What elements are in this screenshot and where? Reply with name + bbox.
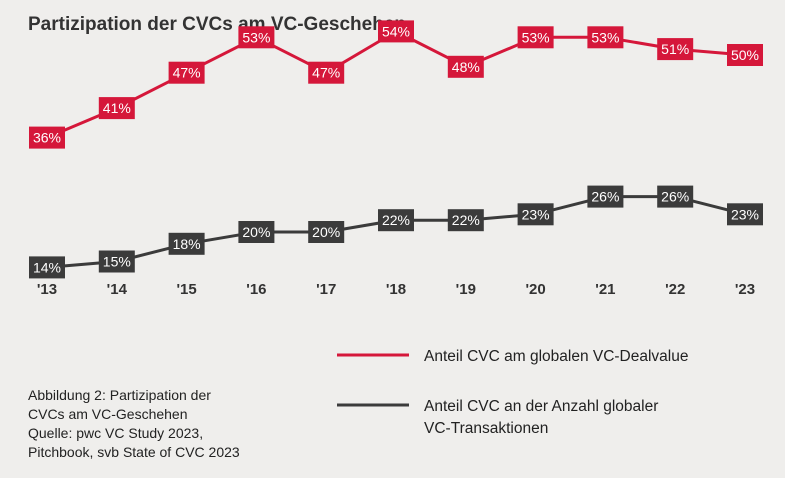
data-label: 18% (173, 236, 201, 252)
data-label: 50% (731, 47, 759, 63)
data-point-box (238, 26, 275, 49)
data-point-box (447, 209, 484, 232)
caption-line: Abbildung 2: Partizipation der (28, 387, 211, 403)
data-point-box (308, 221, 345, 243)
x-tick-label: '14 (107, 281, 128, 298)
data-point-box (98, 97, 135, 120)
data-point-box (29, 126, 65, 149)
data-label: 22% (452, 212, 480, 228)
data-point-box (168, 61, 205, 84)
x-tick-label: '21 (595, 281, 615, 298)
data-label: 54% (382, 23, 410, 39)
x-tick-label: '23 (735, 281, 755, 298)
data-label: 41% (103, 100, 131, 116)
data-label: 14% (33, 259, 61, 275)
data-point-box (517, 203, 554, 226)
data-label: 22% (382, 212, 410, 228)
data-point-box (727, 44, 763, 66)
data-point-box (378, 209, 414, 232)
data-label: 47% (312, 65, 340, 81)
data-label: 15% (103, 254, 131, 270)
x-tick-label: '13 (37, 281, 57, 298)
data-point-box (238, 221, 275, 243)
data-label: 53% (242, 29, 270, 45)
data-label: 20% (312, 224, 340, 240)
data-point-box (587, 26, 624, 49)
data-label: 23% (522, 206, 550, 222)
x-tick-label: '19 (456, 281, 476, 298)
x-tick-label: '15 (176, 281, 196, 298)
data-label: 26% (661, 189, 689, 205)
data-point-box (308, 61, 345, 84)
data-label: 47% (173, 65, 201, 81)
data-label: 26% (591, 189, 619, 205)
data-label: 48% (452, 59, 480, 75)
data-label: 53% (591, 29, 619, 45)
x-tick-label: '17 (316, 281, 336, 298)
data-label: 36% (33, 130, 61, 146)
data-point-box (29, 256, 65, 279)
figure-caption: Abbildung 2: Partizipation der CVCs am V… (28, 386, 328, 462)
data-point-box (378, 20, 414, 43)
x-tick-label: '18 (386, 281, 406, 298)
legend-label: Anteil CVC am globalen VC-Dealvalue (424, 348, 689, 365)
data-label: 20% (242, 224, 270, 240)
data-point-box (447, 55, 484, 78)
data-point-box (98, 250, 135, 273)
x-tick-label: '22 (665, 281, 685, 298)
data-point-box (168, 232, 205, 255)
data-point-box (587, 185, 624, 208)
legend-label: VC-Transaktionen (424, 420, 548, 437)
data-label: 23% (731, 206, 759, 222)
caption-line: CVCs am VC-Geschehen (28, 406, 188, 422)
data-label: 53% (522, 29, 550, 45)
data-point-box (517, 26, 554, 49)
series-line-2 (45, 195, 747, 269)
legend-label: Anteil CVC an der Anzahl globaler (424, 398, 658, 415)
caption-line: Pitchbook, svb State of CVC 2023 (28, 444, 240, 460)
series-line-1 (45, 29, 747, 140)
data-label: 51% (661, 41, 689, 57)
caption-line: Quelle: pwc VC Study 2023, (28, 425, 204, 441)
data-point-box (657, 185, 694, 208)
data-point-box (657, 38, 694, 61)
x-tick-label: '16 (246, 281, 266, 298)
chart-title: Partizipation der CVCs am VC-Geschehen (28, 14, 406, 35)
x-tick-label: '20 (525, 281, 545, 298)
data-point-box (727, 203, 763, 226)
